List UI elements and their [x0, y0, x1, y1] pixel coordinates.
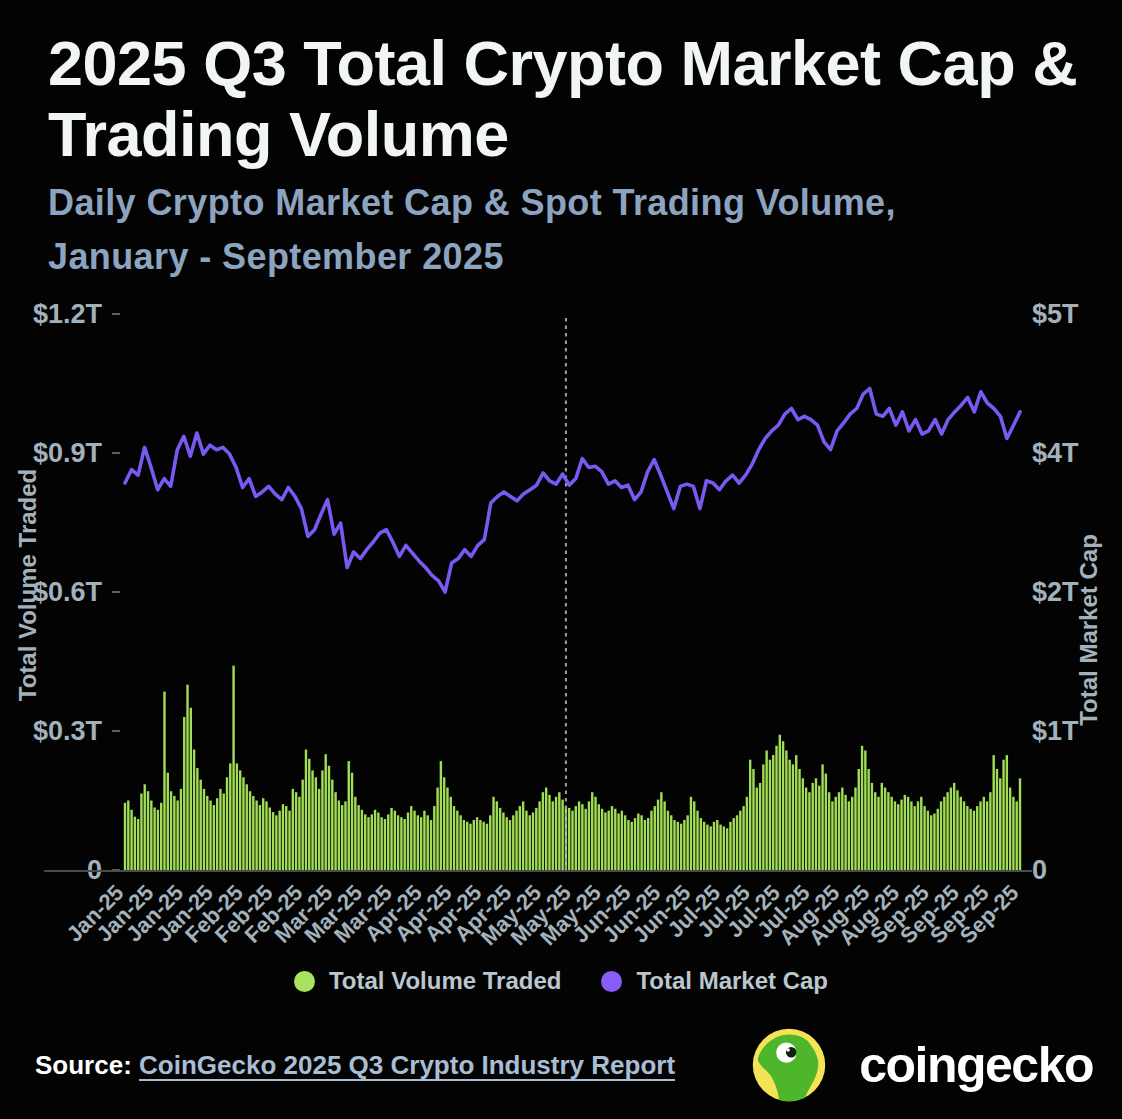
coingecko-wordmark: coingecko [859, 1036, 1093, 1094]
svg-text:$1.2T: $1.2T [33, 299, 103, 329]
legend-item-volume: Total Volume Traded [294, 967, 561, 995]
svg-text:$1T: $1T [1032, 716, 1079, 746]
svg-text:$4T: $4T [1032, 438, 1079, 468]
svg-text:0: 0 [1032, 855, 1047, 885]
svg-text:$5T: $5T [1032, 299, 1079, 329]
svg-text:$0.3T: $0.3T [33, 716, 103, 746]
marketcap-legend-dot [601, 971, 622, 992]
source-label: Source: [35, 1050, 132, 1080]
marketcap-legend-label: Total Market Cap [636, 967, 828, 995]
combo-chart: 00$0.3T$1T$0.6T$2T$0.9T$4T$1.2T$5TTotal … [0, 0, 1122, 970]
svg-text:Total Market Cap: Total Market Cap [1075, 534, 1102, 726]
source-line: Source: CoinGecko 2025 Q3 Crypto Industr… [35, 1050, 675, 1081]
svg-text:$0.6T: $0.6T [33, 577, 103, 607]
volume-legend-dot [294, 971, 315, 992]
svg-text:Total Volume Traded: Total Volume Traded [14, 469, 41, 701]
svg-text:$0.9T: $0.9T [33, 438, 103, 468]
source-link[interactable]: CoinGecko 2025 Q3 Crypto Industry Report [139, 1050, 675, 1080]
svg-text:$2T: $2T [1032, 577, 1079, 607]
chart-legend: Total Volume Traded Total Market Cap [0, 967, 1122, 995]
coingecko-logo-icon [751, 1027, 827, 1103]
legend-item-marketcap: Total Market Cap [601, 967, 828, 995]
coingecko-brand: coingecko [751, 1027, 1093, 1103]
volume-legend-label: Total Volume Traded [329, 967, 561, 995]
